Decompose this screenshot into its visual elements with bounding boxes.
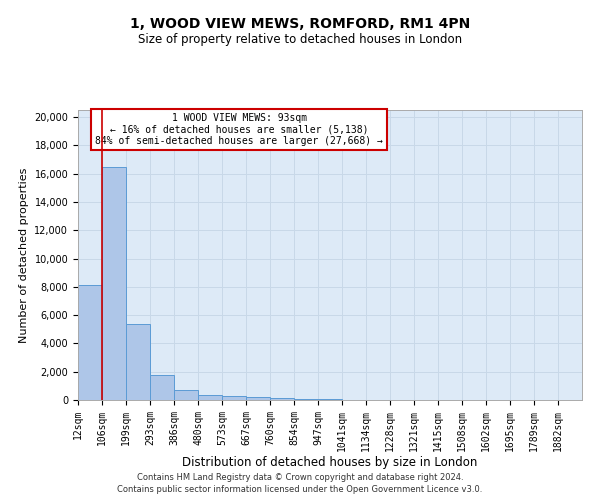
Y-axis label: Number of detached properties: Number of detached properties <box>19 168 29 342</box>
Bar <box>126 324 150 400</box>
Text: Contains public sector information licensed under the Open Government Licence v3: Contains public sector information licen… <box>118 485 482 494</box>
Text: 1, WOOD VIEW MEWS, ROMFORD, RM1 4PN: 1, WOOD VIEW MEWS, ROMFORD, RM1 4PN <box>130 18 470 32</box>
Text: 1 WOOD VIEW MEWS: 93sqm
← 16% of detached houses are smaller (5,138)
84% of semi: 1 WOOD VIEW MEWS: 93sqm ← 16% of detache… <box>95 113 383 146</box>
Bar <box>102 166 126 400</box>
Bar <box>150 375 174 400</box>
Text: Size of property relative to detached houses in London: Size of property relative to detached ho… <box>138 32 462 46</box>
Bar <box>78 286 102 400</box>
Bar <box>198 395 222 400</box>
X-axis label: Distribution of detached houses by size in London: Distribution of detached houses by size … <box>182 456 478 469</box>
Bar <box>222 396 246 400</box>
Bar <box>246 397 270 400</box>
Text: Contains HM Land Registry data © Crown copyright and database right 2024.: Contains HM Land Registry data © Crown c… <box>137 472 463 482</box>
Bar <box>174 390 198 400</box>
Bar <box>294 399 318 400</box>
Bar <box>270 398 294 400</box>
